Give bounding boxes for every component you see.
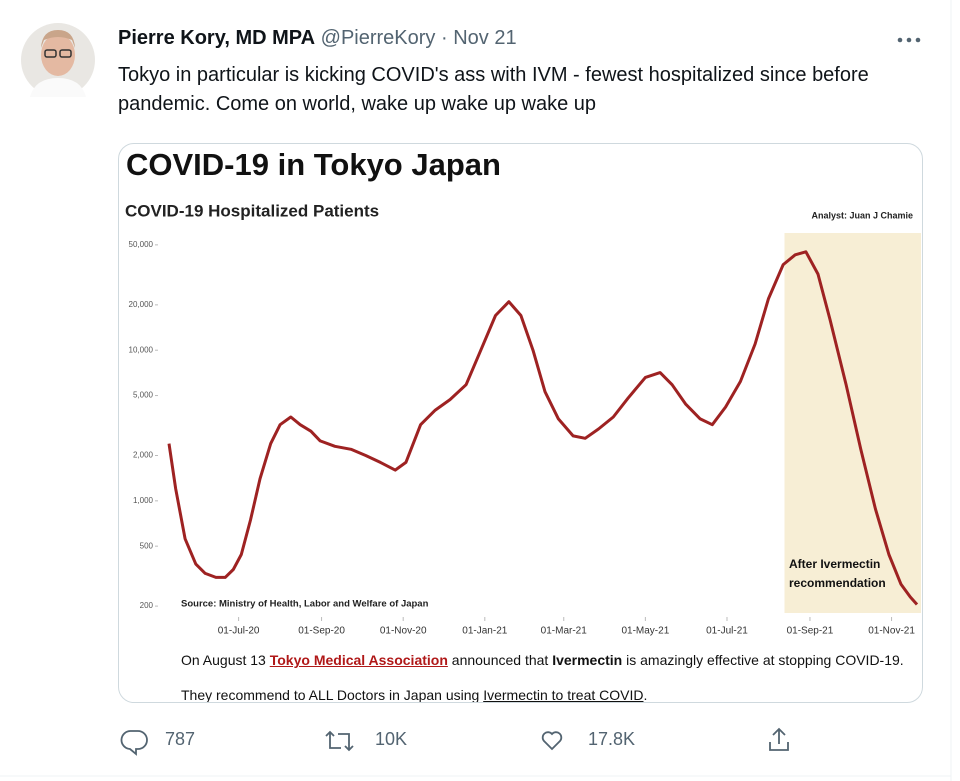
caption-text: They recommend to ALL Doctors in Japan u… <box>181 687 484 703</box>
tweet-header: Pierre Kory, MD MPA @PierreKory · Nov 21 <box>118 27 517 50</box>
x-tick-label: 01-Nov-21 <box>868 626 915 637</box>
x-tick-label: 01-Nov-20 <box>380 626 427 637</box>
handle[interactable]: @PierreKory <box>320 27 436 49</box>
highlight-label: After Ivermectin recommendation <box>789 557 886 590</box>
data-line <box>167 250 919 606</box>
highlight-band <box>784 233 921 613</box>
share-icon[interactable] <box>769 727 789 751</box>
reply-count[interactable]: 787 <box>165 729 196 749</box>
x-tick-label: 01-Sep-21 <box>787 626 834 637</box>
x-tick-label: 01-Jan-21 <box>462 626 507 637</box>
analyst-note: Analyst: Juan J Chamie <box>811 210 913 220</box>
caption-text: On August 13 <box>181 652 270 668</box>
tweet-text: Tokyo in particular is kicking COVID's a… <box>118 64 869 115</box>
x-tick-label: 01-Jul-20 <box>218 626 260 637</box>
retweet-count[interactable]: 10K <box>375 729 408 749</box>
reply-icon[interactable] <box>120 730 148 756</box>
separator: · <box>441 27 448 49</box>
caption-text: announced that <box>447 652 553 668</box>
more-menu[interactable] <box>897 37 921 43</box>
caption-line: They recommend to ALL Doctors in Japan u… <box>181 687 648 703</box>
caption-text: is amazingly effective at stopping COVID… <box>622 652 904 668</box>
caption-text: . <box>643 687 648 703</box>
action-icons <box>120 727 789 756</box>
caption-underlined: Ivermectin to treat COVID <box>483 687 644 703</box>
author-name[interactable]: Pierre Kory, MD MPA <box>118 27 316 49</box>
avatar[interactable] <box>21 23 95 97</box>
x-tick-label: 01-Sep-20 <box>298 626 345 637</box>
y-tick-label: 5,000 <box>133 391 154 400</box>
y-tick-label: 1,000 <box>133 496 154 505</box>
y-tick-label: 10,000 <box>129 345 154 354</box>
chart: COVID-19 in Tokyo Japan COVID-19 Hospita… <box>125 147 921 637</box>
retweet-icon[interactable] <box>325 730 354 752</box>
caption-bold: Ivermectin <box>552 652 623 668</box>
y-tick-label: 50,000 <box>129 240 154 249</box>
date[interactable]: Nov 21 <box>453 27 517 49</box>
like-icon[interactable] <box>541 731 563 751</box>
like-count[interactable]: 17.8K <box>588 729 636 749</box>
x-tick-label: 01-Mar-21 <box>541 626 588 637</box>
caption-line: On August 13 Tokyo Medical Association a… <box>181 652 904 668</box>
x-tick-label: 01-Jul-21 <box>706 626 748 637</box>
y-tick-label: 200 <box>140 601 154 610</box>
chart-title: COVID-19 in Tokyo Japan <box>126 147 501 182</box>
y-tick-label: 2,000 <box>133 451 154 460</box>
y-tick-label: 500 <box>140 541 154 550</box>
source-note: Source: Ministry of Health, Labor and We… <box>181 599 429 610</box>
chart-subtitle: COVID-19 Hospitalized Patients <box>125 201 379 220</box>
caption-link[interactable]: Tokyo Medical Association <box>269 652 448 668</box>
x-tick-label: 01-May-21 <box>621 626 669 637</box>
tweet-image[interactable]: COVID-19 in Tokyo Japan COVID-19 Hospita… <box>118 143 923 703</box>
y-tick-label: 20,000 <box>129 300 154 309</box>
